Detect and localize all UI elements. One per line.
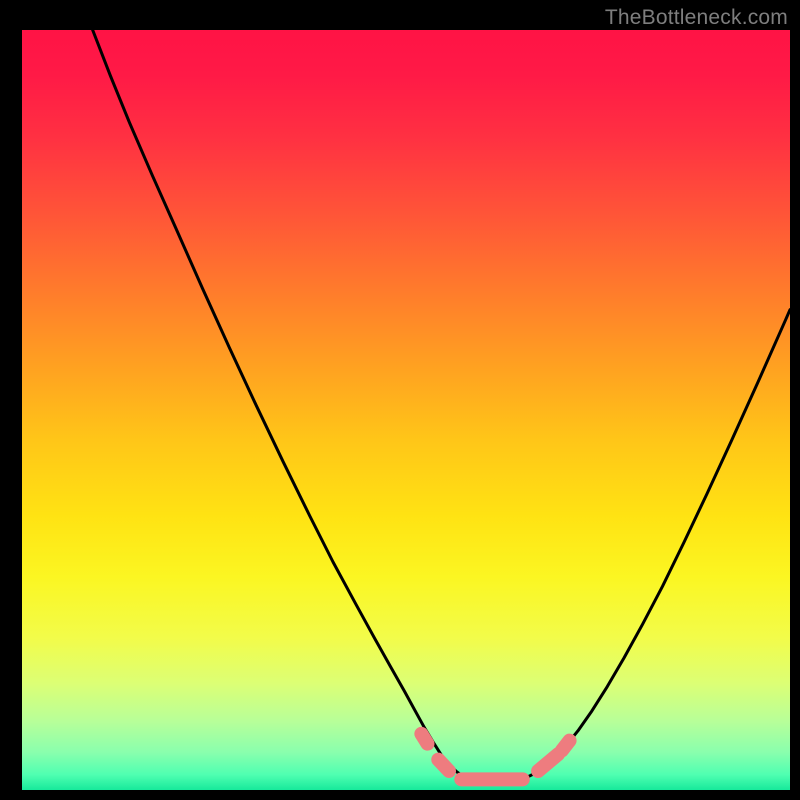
gradient-plot-area [22,30,790,790]
chart-stage: TheBottleneck.com [0,0,800,800]
watermark-text: TheBottleneck.com [605,6,788,30]
